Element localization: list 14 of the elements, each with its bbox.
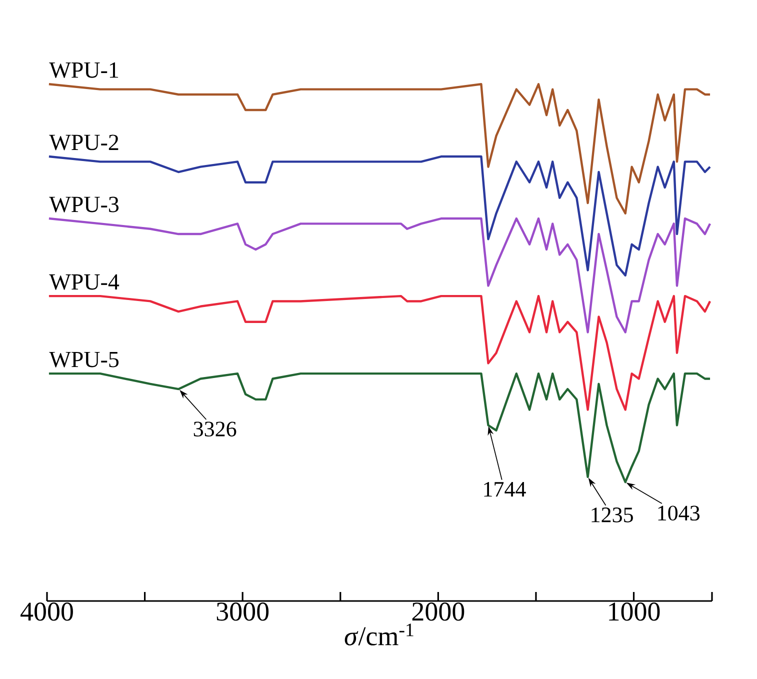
x-tick-label: 3000 (216, 602, 269, 621)
x-tick-label: 2000 (412, 602, 464, 621)
x-tick-label: 4000 (20, 602, 73, 621)
annotation: 3326 (194, 422, 236, 436)
series-label: WPU-1 (49, 62, 118, 78)
series-label: WPU-2 (49, 134, 118, 150)
annotation: 1744 (484, 482, 526, 497)
annotation: 1043 (658, 506, 700, 521)
annotation: 1235 (592, 508, 633, 522)
series-label: WPU-4 (49, 274, 120, 290)
series-label: WPU-5 (49, 352, 119, 368)
series-label: WPU-3 (49, 196, 119, 212)
x-axis-title: σ/cm$^{-1}$ (344, 624, 414, 646)
x-tick-label: 1000 (609, 602, 660, 621)
